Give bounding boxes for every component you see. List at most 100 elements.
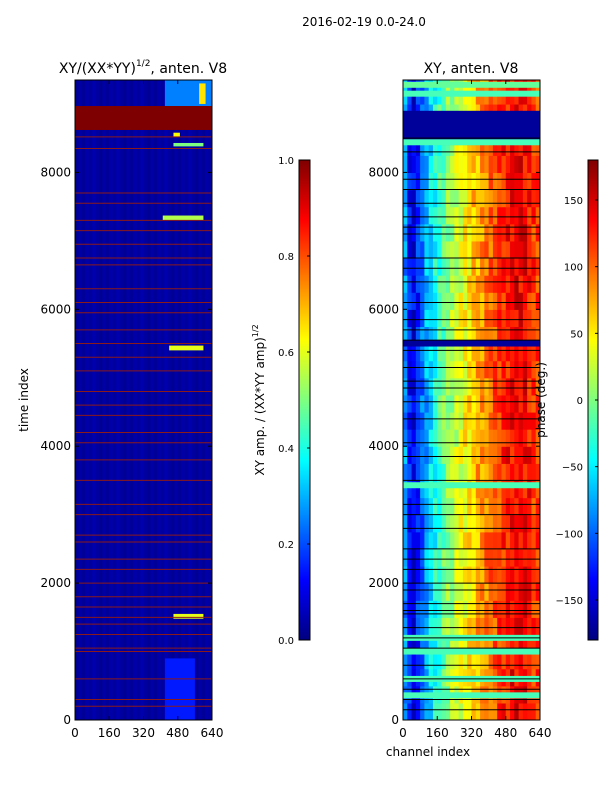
panel2-cell bbox=[415, 531, 421, 550]
panel2-cell bbox=[501, 377, 507, 396]
panel2-cell bbox=[522, 446, 528, 464]
panel2-cell bbox=[407, 514, 413, 533]
panel2-cell bbox=[407, 377, 413, 396]
panel2-cell bbox=[518, 600, 524, 618]
panel1-ytick-label: 2000 bbox=[40, 576, 71, 590]
panel2-cell bbox=[497, 206, 503, 225]
panel2-cell bbox=[505, 548, 511, 567]
panel2-cell bbox=[432, 275, 438, 293]
panel2-cell bbox=[497, 275, 503, 293]
panel2-cell bbox=[471, 172, 477, 191]
panel2-cell bbox=[522, 326, 528, 345]
panel2-cell bbox=[522, 309, 528, 328]
panel2-cell bbox=[501, 429, 507, 447]
panel2-cell bbox=[484, 257, 490, 276]
panel2-cell bbox=[522, 292, 528, 310]
panel2-cell bbox=[505, 155, 511, 174]
panel2-cell bbox=[471, 600, 477, 618]
panel2-cell bbox=[458, 172, 464, 191]
panel2-cell bbox=[441, 292, 447, 310]
panel1-texture bbox=[174, 80, 179, 720]
panel2-cell bbox=[424, 138, 430, 156]
panel2-cell bbox=[505, 360, 511, 379]
panel2-cell bbox=[471, 223, 477, 242]
panel2-cell bbox=[505, 257, 511, 276]
panel2-cell bbox=[428, 634, 434, 653]
panel2-cell bbox=[531, 446, 537, 464]
panel2-cell bbox=[432, 583, 438, 601]
panel2-cell bbox=[505, 240, 511, 259]
panel2-cell bbox=[497, 480, 503, 499]
panel2-cell bbox=[441, 600, 447, 618]
panel2-cell bbox=[484, 138, 490, 156]
panel2-cell bbox=[497, 257, 503, 276]
panel2-cell bbox=[432, 360, 438, 379]
panel2-cell bbox=[505, 531, 511, 550]
panel2-cell bbox=[505, 343, 511, 362]
panel2-cell bbox=[505, 617, 511, 636]
panel2-cell bbox=[454, 480, 460, 499]
panel2-cell bbox=[480, 411, 485, 430]
panel2-cell bbox=[510, 240, 515, 259]
panel1-texture bbox=[129, 80, 134, 720]
panel1-texture bbox=[98, 80, 103, 720]
panel2-cell bbox=[420, 514, 426, 533]
panel2-cell bbox=[407, 343, 413, 362]
panel2-cell bbox=[501, 565, 507, 584]
panel2-cell bbox=[522, 155, 528, 174]
panel2-cell bbox=[492, 634, 498, 653]
panel2-cell bbox=[428, 600, 434, 618]
panel2-cell bbox=[505, 326, 511, 345]
panel1-texture bbox=[160, 80, 165, 720]
panel2-cell bbox=[488, 600, 494, 618]
panel2-cell bbox=[471, 548, 477, 567]
panel2-cell bbox=[531, 429, 537, 447]
panel2-cell bbox=[480, 583, 485, 601]
panel2-cell bbox=[535, 138, 540, 156]
panel2-cell bbox=[411, 394, 417, 413]
panel2-cell bbox=[454, 600, 460, 618]
panel2-cell bbox=[531, 257, 537, 276]
panel2-cell bbox=[484, 429, 490, 447]
panel2-cell bbox=[514, 206, 520, 225]
panel2-cell bbox=[424, 583, 430, 601]
panel2-cell bbox=[403, 360, 408, 379]
panel2-cell bbox=[467, 565, 473, 584]
panel2-cell bbox=[437, 394, 443, 413]
panel2-cell bbox=[475, 138, 481, 156]
panel2-cell bbox=[441, 497, 447, 516]
panel2-cell bbox=[415, 360, 421, 379]
panel2-cell bbox=[437, 172, 443, 191]
panel2-cell bbox=[471, 240, 477, 259]
panel1-texture bbox=[85, 80, 90, 720]
panel2-cell bbox=[501, 497, 507, 516]
panel2-cell bbox=[411, 275, 417, 293]
panel2-cell bbox=[415, 446, 421, 464]
panel2-cell bbox=[462, 634, 468, 653]
panel2-cell bbox=[535, 360, 540, 379]
panel2-cell bbox=[535, 411, 540, 430]
panel2-cell bbox=[420, 497, 426, 516]
panel2-cell bbox=[411, 617, 417, 636]
panel1-texture bbox=[184, 80, 189, 720]
panel2-cell bbox=[488, 634, 494, 653]
panel2-axes: 0 160 320 480 640 0 2000 4000 6000 8000 bbox=[368, 80, 551, 740]
panel2-cell bbox=[437, 548, 443, 567]
panel2-cell bbox=[522, 565, 528, 584]
panel2-cell bbox=[492, 702, 498, 720]
panel2-cell bbox=[484, 411, 490, 430]
panel2-cell bbox=[535, 514, 540, 533]
panel2-cell bbox=[475, 583, 481, 601]
panel2-cell bbox=[411, 326, 417, 345]
panel2-cell bbox=[424, 463, 430, 482]
panel2-cell bbox=[437, 411, 443, 430]
panel2-cell bbox=[454, 155, 460, 174]
panel2-cell bbox=[527, 326, 533, 345]
panel2-cell bbox=[445, 257, 451, 276]
panel2-cell bbox=[497, 583, 503, 601]
panel2-cell bbox=[510, 497, 515, 516]
panel2-cell bbox=[518, 531, 524, 550]
panel2-cell bbox=[527, 583, 533, 601]
panel2-cell bbox=[501, 531, 507, 550]
panel2-cell bbox=[411, 343, 417, 362]
